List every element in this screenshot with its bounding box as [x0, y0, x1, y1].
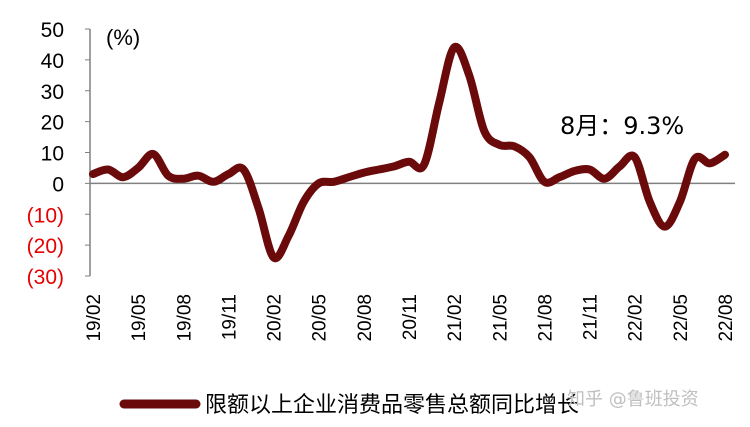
x-tick-label: 21/05	[490, 294, 511, 342]
legend-label: 限额以上企业消费品零售总额同比增长	[205, 393, 579, 418]
x-tick-label: 20/11	[400, 294, 421, 340]
legend: 限额以上企业消费品零售总额同比增长	[119, 393, 579, 418]
x-tick-label: 22/02	[626, 294, 647, 342]
y-tick-label: 0	[52, 173, 64, 196]
x-tick-label: 22/05	[671, 294, 692, 342]
y-tick-label: (10)	[27, 204, 64, 227]
x-tick-label: 20/08	[355, 294, 376, 342]
y-tick-label: 50	[41, 19, 64, 42]
y-tick-label: (30)	[27, 266, 64, 289]
x-tick-label: 20/05	[310, 294, 331, 342]
y-axis: 50 40 30 20 10 0 (10) (20) (30)	[27, 19, 91, 289]
x-tick-label: 19/05	[129, 294, 150, 342]
y-unit-label: (%)	[106, 25, 140, 50]
x-tick-label: 21/08	[535, 294, 556, 342]
x-tick-label: 19/02	[84, 294, 105, 342]
x-tick-label: 20/02	[265, 294, 286, 342]
x-axis: 19/02 19/05 19/08 19/11 20/02 20/05 20/08 20/11…	[84, 182, 737, 342]
latest-value-annotation: 8月：9.3%	[560, 112, 684, 140]
x-tick-label: 19/11	[219, 294, 240, 340]
x-tick-label: 21/11	[581, 294, 602, 340]
y-tick-label: 20	[41, 112, 64, 135]
x-tick-label: 22/08	[716, 294, 737, 342]
series-layer	[89, 42, 729, 263]
series-line	[89, 42, 729, 263]
y-tick-label: 30	[41, 81, 64, 104]
watermark: 知乎 @鲁班投资	[567, 389, 699, 410]
y-tick-label: 10	[41, 143, 64, 166]
x-tick-label: 21/02	[445, 294, 466, 342]
y-tick-label: (20)	[27, 235, 64, 258]
x-tick-label: 19/08	[174, 294, 195, 342]
y-tick-label: 40	[41, 50, 64, 73]
